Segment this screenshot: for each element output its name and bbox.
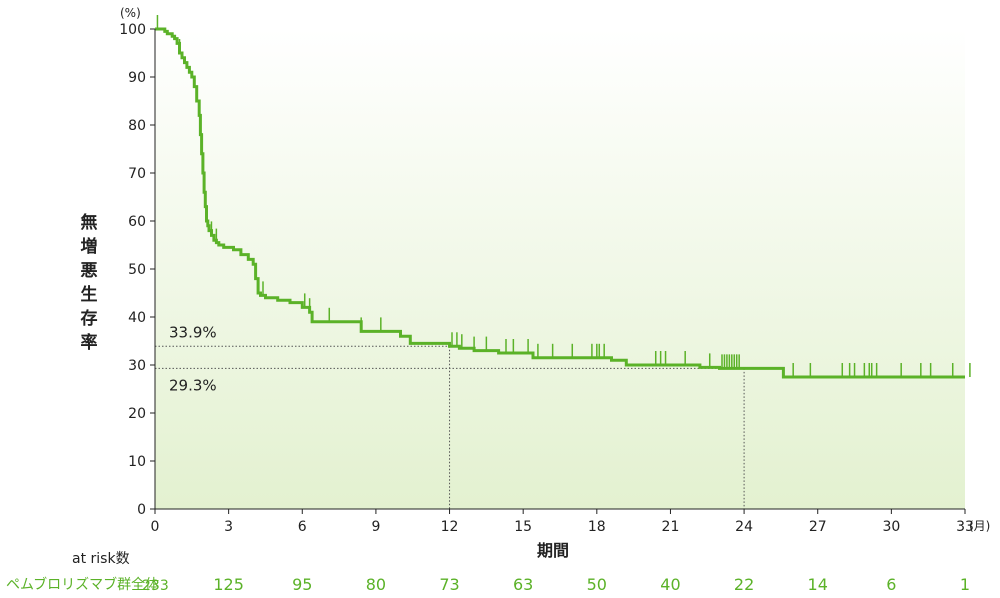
y-tick-label: 40 (128, 310, 146, 326)
y-tick-label: 60 (128, 214, 146, 230)
risk-value: 1 (960, 575, 970, 594)
risk-value: 95 (292, 575, 312, 594)
x-tick-label: 24 (735, 519, 753, 535)
y-axis-label-char: 存 (81, 308, 98, 329)
y-tick-label: 50 (128, 262, 146, 278)
x-tick-label: 18 (588, 519, 606, 535)
y-axis-label-char: 率 (81, 332, 98, 353)
risk-value: 14 (808, 575, 828, 594)
x-tick-label: 12 (441, 519, 459, 535)
survival-curve-line (155, 27, 965, 379)
x-axis-ticks: 0 3 6 9 12 15 18 21 24 27 30 33 (151, 509, 974, 535)
y-tick-label: 20 (128, 406, 146, 422)
y-tick-label: 0 (137, 502, 146, 518)
x-tick-label: 9 (371, 519, 380, 535)
y-tick-label: 70 (128, 166, 146, 182)
x-unit-label: (月) (969, 519, 990, 533)
y-tick-label: 80 (128, 118, 146, 134)
censor-marks (156, 15, 971, 377)
y-unit-label: (%) (120, 6, 141, 20)
risk-value: 125 (213, 575, 244, 594)
risk-value: 6 (886, 575, 896, 594)
y-tick-label: 30 (128, 358, 146, 374)
x-tick-label: 3 (224, 519, 233, 535)
y-tick-label: 90 (128, 70, 146, 86)
risk-value: 40 (660, 575, 680, 594)
x-tick-label: 33 (956, 519, 974, 535)
risk-value: 63 (513, 575, 533, 594)
annotation-labels: 33.9% 29.3% (169, 323, 217, 394)
y-axis-ticks: 0 10 20 30 40 50 60 70 80 90 100 (119, 22, 155, 518)
plot-background (155, 29, 965, 509)
x-tick-label: 15 (514, 519, 532, 535)
risk-table-title: at risk数 (72, 551, 130, 567)
risk-value: 50 (587, 575, 607, 594)
annotation-label: 29.3% (169, 376, 217, 394)
risk-value: 73 (439, 575, 459, 594)
x-tick-label: 21 (662, 519, 680, 535)
reference-lines (155, 345, 745, 509)
x-tick-label: 0 (151, 519, 160, 535)
risk-value: 233 (142, 578, 169, 594)
risk-value: 22 (734, 575, 754, 594)
x-tick-label: 27 (809, 519, 827, 535)
risk-values: 233 125 95 80 73 63 50 40 22 14 6 1 (142, 575, 970, 594)
y-axis-label-char: 生 (81, 284, 98, 305)
y-axis-label-char: 増 (81, 236, 98, 257)
y-tick-label: 100 (119, 22, 146, 38)
x-axis-label: 期間 (537, 541, 569, 560)
x-tick-label: 30 (882, 519, 900, 535)
risk-row-label: ペムブロリズマブ群全体 (6, 576, 159, 593)
y-tick-label: 10 (128, 454, 146, 470)
y-axis-label-char: 悪 (81, 261, 98, 281)
x-tick-label: 6 (298, 519, 307, 535)
risk-value: 80 (366, 575, 386, 594)
annotation-label: 33.9% (169, 323, 217, 341)
survival-curve (155, 27, 965, 379)
y-axis-label-char: 無 (81, 212, 98, 233)
